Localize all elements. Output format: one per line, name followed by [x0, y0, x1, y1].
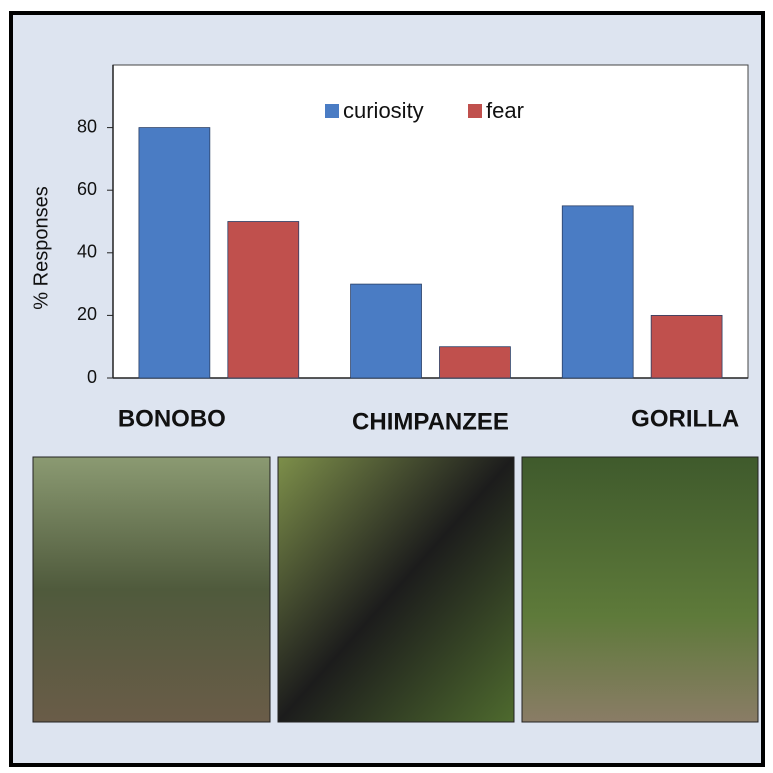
category-label: CHIMPANZEE [352, 408, 509, 435]
graphical-abstract: % Responses 0 20 40 60 80 BONOBO CHIMPANZEE GOR… [0, 0, 773, 773]
photos [33, 457, 758, 722]
bar [439, 347, 510, 378]
y-tick-label: 20 [77, 304, 97, 324]
y-tick-label: 0 [87, 367, 97, 387]
photo-bonobo [33, 457, 270, 722]
category-label: BONOBO [118, 405, 226, 432]
legend-label: fear [486, 98, 524, 123]
bar [351, 284, 422, 378]
y-tick-label: 40 [77, 242, 97, 262]
y-tick-label: 80 [77, 116, 97, 136]
legend-swatch [468, 104, 482, 118]
page: % Responses 0 20 40 60 80 BONOBO CHIMPANZEE GOR… [0, 0, 773, 773]
bar [228, 222, 299, 379]
photo-chimpanzee [278, 457, 514, 722]
y-axis-label: % Responses [30, 186, 52, 309]
legend-label: curiosity [343, 98, 424, 123]
y-tick-label: 60 [77, 179, 97, 199]
photo-gorilla [522, 457, 758, 722]
bar [139, 128, 210, 378]
bar [562, 206, 633, 378]
bar [651, 315, 722, 378]
category-label: GORILLA [631, 405, 739, 432]
legend-swatch [325, 104, 339, 118]
